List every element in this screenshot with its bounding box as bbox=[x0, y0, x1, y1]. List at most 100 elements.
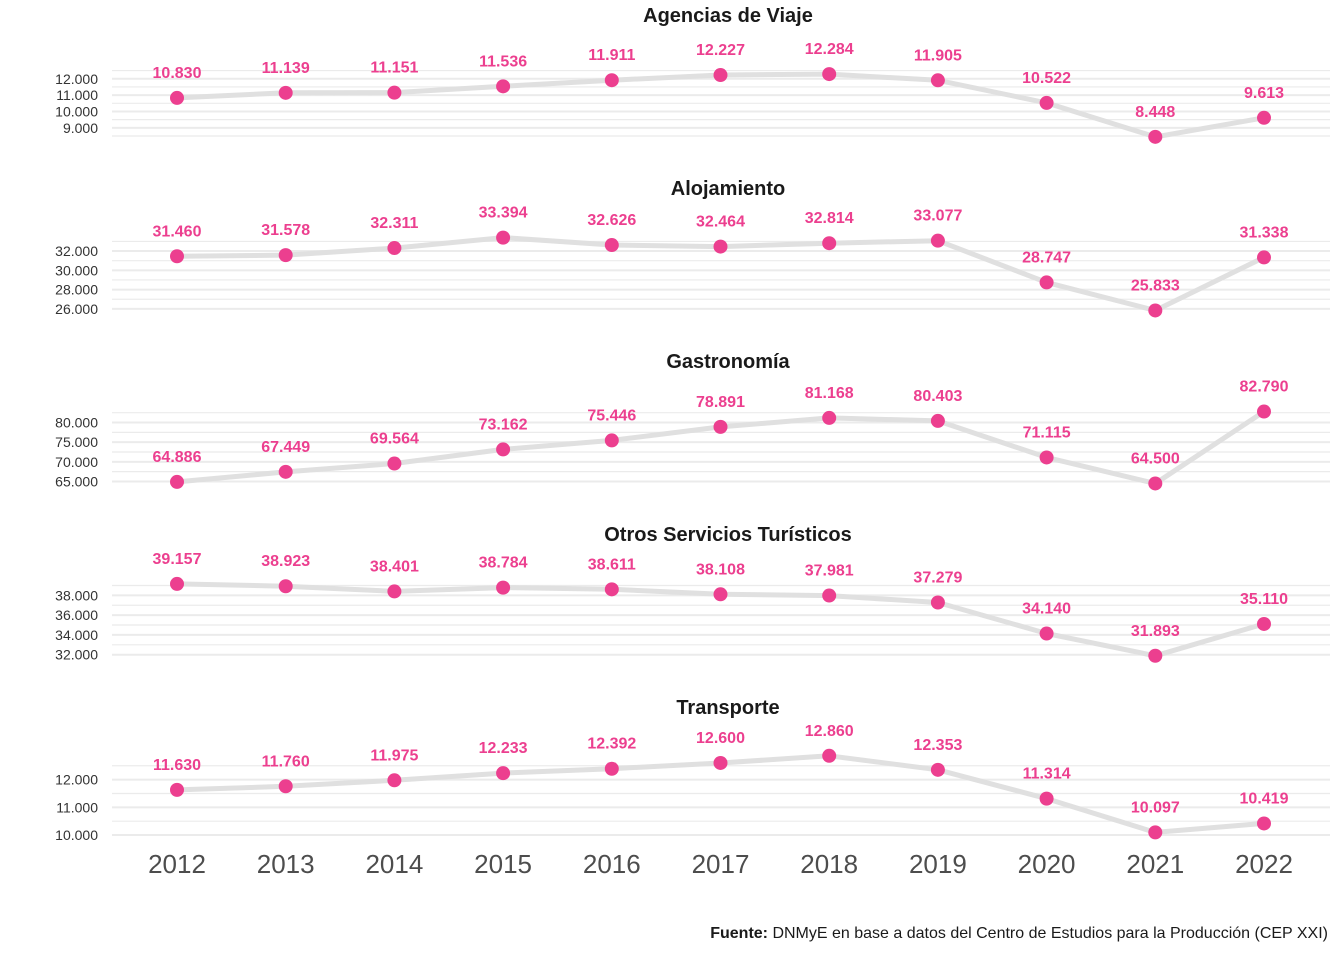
data-point bbox=[930, 233, 945, 248]
data-label: 28.747 bbox=[1022, 249, 1071, 266]
data-point bbox=[1148, 476, 1163, 491]
data-label: 75.446 bbox=[587, 407, 636, 424]
data-point bbox=[1148, 129, 1163, 144]
data-point bbox=[822, 67, 837, 82]
panel-4: Transporte 10.000 11.000 12.000 11.630 11.760… bbox=[55, 697, 1330, 843]
x-tick-label: 2021 bbox=[1126, 849, 1184, 879]
data-point bbox=[1148, 648, 1163, 663]
data-point bbox=[1257, 816, 1271, 831]
y-tick-label: 75.000 bbox=[55, 434, 98, 450]
data-label: 38.923 bbox=[261, 553, 310, 570]
data-point bbox=[496, 580, 511, 595]
x-tick-label: 2019 bbox=[909, 849, 967, 879]
data-point bbox=[496, 79, 511, 94]
data-label: 11.536 bbox=[479, 53, 527, 70]
x-tick-label: 2018 bbox=[800, 849, 858, 879]
data-label: 32.311 bbox=[370, 215, 418, 232]
panel-0: Agencias de Viaje 9.00010.00011.00012.000… bbox=[55, 5, 1330, 144]
data-label: 31.338 bbox=[1240, 224, 1289, 241]
data-point bbox=[1257, 250, 1271, 265]
data-label: 25.833 bbox=[1131, 277, 1180, 294]
data-label: 10.097 bbox=[1131, 799, 1180, 816]
data-label: 11.975 bbox=[370, 747, 418, 764]
y-tick-label: 38.000 bbox=[55, 587, 98, 603]
data-label: 31.893 bbox=[1131, 623, 1180, 640]
data-label: 32.626 bbox=[587, 212, 636, 229]
data-point bbox=[822, 410, 837, 425]
y-tick-label: 34.000 bbox=[55, 627, 98, 643]
data-label: 38.108 bbox=[696, 561, 745, 578]
panel-2: Gastronomía 65.000 70.000 75.000 80.000 64.88… bbox=[55, 351, 1330, 491]
y-tick-label: 36.000 bbox=[55, 607, 98, 623]
data-label: 8.448 bbox=[1135, 104, 1175, 121]
data-label: 11.905 bbox=[914, 47, 962, 64]
data-label: 12.353 bbox=[913, 737, 962, 754]
data-label: 11.911 bbox=[588, 47, 635, 64]
data-point bbox=[604, 73, 619, 88]
data-point bbox=[278, 85, 293, 100]
data-point bbox=[713, 419, 728, 434]
data-label: 10.522 bbox=[1022, 70, 1071, 87]
data-point bbox=[1257, 404, 1271, 419]
source-text: DNMyE en base a datos del Centro de Estu… bbox=[768, 925, 1328, 942]
x-tick-label: 2022 bbox=[1235, 849, 1293, 879]
data-label: 64.500 bbox=[1131, 450, 1180, 467]
y-tick-label: 32.000 bbox=[55, 647, 98, 663]
data-point bbox=[278, 579, 293, 594]
data-label: 37.279 bbox=[913, 569, 962, 586]
data-point bbox=[387, 85, 402, 100]
data-label: 31.460 bbox=[153, 223, 202, 240]
data-label: 12.227 bbox=[696, 42, 745, 59]
data-label: 32.814 bbox=[805, 210, 854, 227]
data-point bbox=[1039, 95, 1054, 110]
data-label: 12.233 bbox=[479, 740, 528, 757]
data-label: 31.578 bbox=[261, 222, 310, 239]
data-label: 11.151 bbox=[370, 60, 418, 77]
data-point bbox=[387, 584, 402, 599]
data-label: 10.419 bbox=[1240, 790, 1289, 807]
data-point bbox=[822, 236, 837, 251]
data-point bbox=[1039, 275, 1054, 290]
x-tick-label: 2020 bbox=[1018, 849, 1076, 879]
data-label: 10.830 bbox=[153, 65, 202, 82]
panel-title: Otros Servicios Turísticos bbox=[604, 524, 852, 546]
data-label: 69.564 bbox=[370, 431, 419, 448]
data-label: 81.168 bbox=[805, 385, 854, 402]
data-point bbox=[278, 779, 293, 794]
panel-1: Alojamiento 26.000 28.000 30.000 32.000 31.46… bbox=[55, 178, 1330, 318]
data-point bbox=[713, 587, 728, 602]
data-point bbox=[496, 442, 511, 457]
data-point bbox=[496, 766, 511, 781]
y-tick-label: 11.000 bbox=[56, 799, 98, 815]
data-label: 80.403 bbox=[913, 388, 962, 405]
y-tick-label: 30.000 bbox=[55, 262, 98, 278]
data-point bbox=[604, 433, 619, 448]
data-label: 35.110 bbox=[1240, 591, 1288, 608]
data-point bbox=[1257, 616, 1271, 631]
data-label: 37.981 bbox=[805, 563, 854, 580]
data-label: 78.891 bbox=[696, 394, 745, 411]
x-tick-label: 2012 bbox=[148, 849, 206, 879]
data-point bbox=[1039, 450, 1054, 465]
data-point bbox=[170, 576, 184, 591]
data-label: 34.140 bbox=[1022, 601, 1071, 618]
data-label: 38.784 bbox=[479, 555, 528, 572]
data-label: 38.611 bbox=[588, 556, 636, 573]
panel-title: Alojamiento bbox=[671, 178, 785, 200]
panel-title: Agencias de Viaje bbox=[643, 5, 813, 27]
data-point bbox=[930, 413, 945, 428]
panel-title: Gastronomía bbox=[666, 351, 790, 373]
y-tick-label: 10.000 bbox=[55, 827, 98, 843]
data-point bbox=[604, 582, 619, 597]
y-tick-label: 9.000 bbox=[63, 120, 98, 136]
data-point bbox=[170, 249, 184, 264]
y-tick-label: 65.000 bbox=[55, 473, 98, 489]
y-tick-label: 70.000 bbox=[55, 454, 98, 470]
data-label: 12.284 bbox=[805, 41, 854, 58]
data-label: 11.314 bbox=[1023, 766, 1071, 783]
data-point bbox=[387, 773, 402, 788]
data-label: 71.115 bbox=[1023, 424, 1071, 441]
data-label: 67.449 bbox=[261, 439, 310, 456]
data-point bbox=[170, 474, 184, 489]
